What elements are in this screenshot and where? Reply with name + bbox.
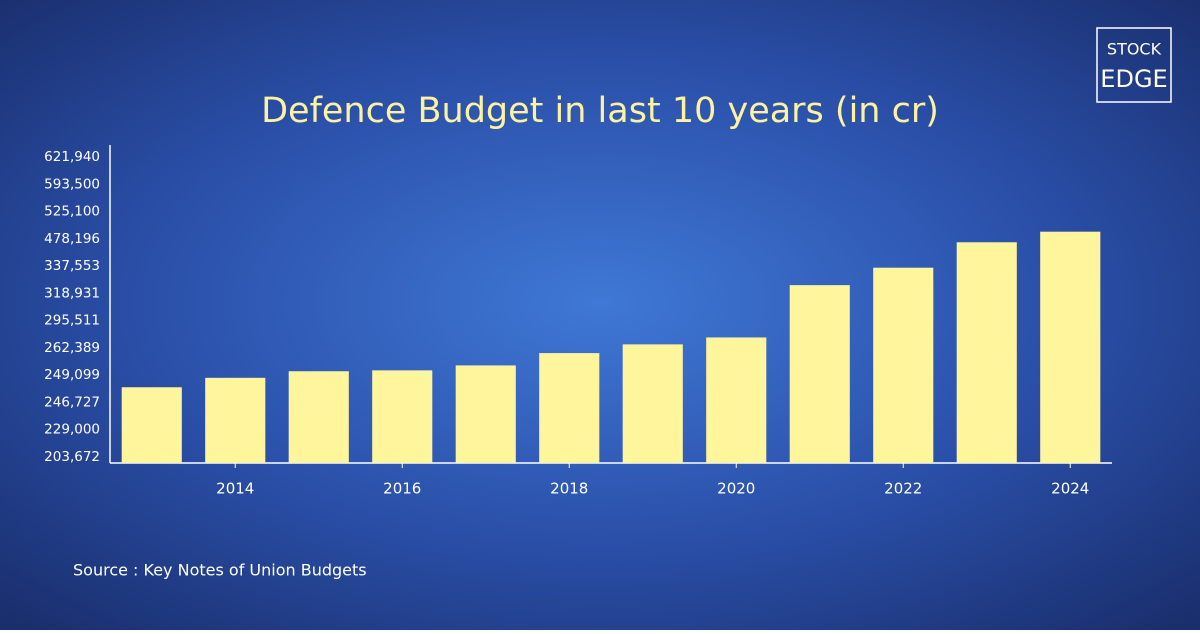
logo-top: STOCK [1107,40,1162,59]
x-tick-label: 2020 [717,480,755,498]
logo-frame [1096,27,1172,103]
bar [1040,231,1101,463]
bar [455,365,516,463]
y-axis-label: 295,511 [44,313,100,329]
x-tick-label: 2022 [884,480,922,498]
logo: STOCK EDGE [1096,27,1172,103]
x-tick-label: 2016 [383,480,421,498]
y-axis-label: 337,553 [44,258,100,274]
y-axis-label: 621,940 [44,149,100,165]
x-tick-label: 2024 [1051,480,1089,498]
bar [873,267,934,463]
y-axis-label: 203,672 [44,449,100,465]
y-axis-label: 246,727 [44,394,100,410]
y-axis-label: 525,100 [44,204,100,220]
x-tick-label: 2018 [550,480,588,498]
chart-title: Defence Budget in last 10 years (in cr) [261,91,939,131]
bar [789,285,850,463]
bar [622,344,683,463]
logo-bottom: EDGE [1100,65,1167,93]
bar [205,377,266,463]
y-axis-label: 478,196 [44,231,100,247]
y-axis-label: 262,389 [44,340,100,356]
y-axis-label: 318,931 [44,285,100,301]
bar [956,242,1017,463]
bar [706,337,767,463]
x-tick-label: 2014 [216,480,254,498]
source-note: Source : Key Notes of Union Budgets [73,561,367,580]
y-axis-label: 249,099 [44,367,100,383]
y-axis-label: 229,000 [44,422,100,438]
y-axis-label: 593,500 [44,176,100,192]
bar [372,370,433,463]
bar [539,353,600,463]
bar [121,387,182,463]
bar [288,371,349,463]
